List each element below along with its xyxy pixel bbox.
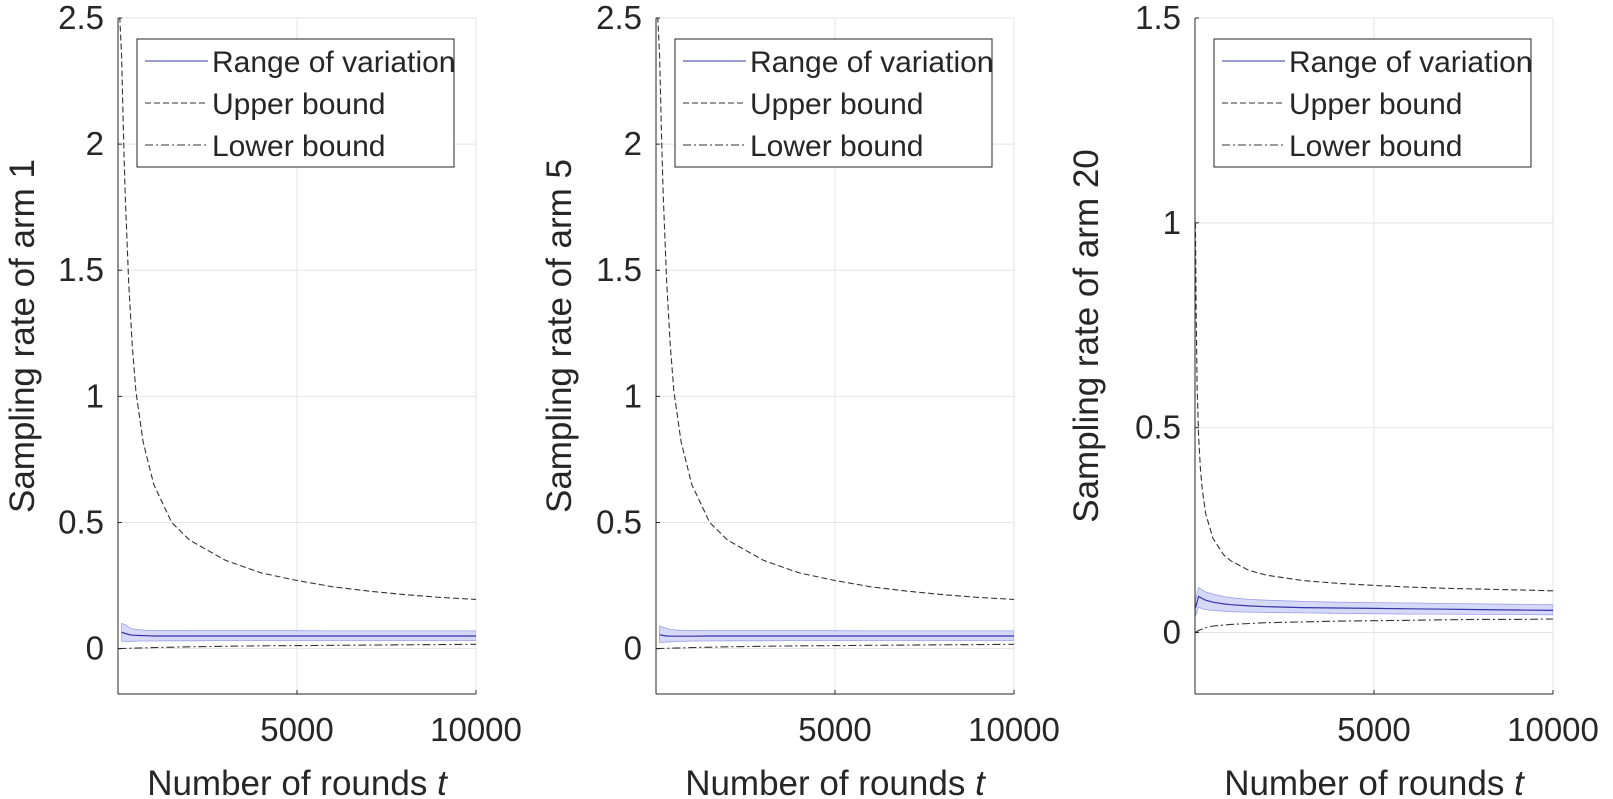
range-band	[121, 622, 476, 642]
y-tick-label: 2	[86, 125, 104, 162]
x-axis-label: Number of rounds t	[685, 764, 986, 799]
y-tick-label: 2.5	[596, 0, 642, 36]
legend-label: Range of variation	[1289, 46, 1533, 79]
y-tick-label: 2	[624, 125, 642, 162]
y-tick-label: 1	[86, 377, 104, 414]
legend-label: Upper bound	[1289, 88, 1462, 121]
series-range-of-variation	[1195, 595, 1553, 611]
y-tick-label: 0.5	[58, 503, 104, 540]
plot-area	[118, 18, 476, 650]
y-tick-label: 0.5	[1135, 409, 1181, 446]
legend-box	[1213, 38, 1532, 168]
series-range-of-variation	[121, 631, 476, 637]
series-range-of-variation	[659, 634, 1014, 637]
chart-panel-2: 0 0.5 1 1.5 2 2.5 5000 10000 Number of rounds t S…	[540, 0, 1060, 799]
y-tick-label: 1.5	[596, 251, 642, 288]
y-tick-label: 0	[1163, 614, 1181, 651]
y-axis-label: Sampling rate of arm 20	[1067, 149, 1106, 523]
legend-label: Lower bound	[750, 130, 923, 163]
legend-label: Upper bound	[750, 88, 923, 121]
x-tick-label: 10000	[1507, 711, 1599, 748]
y-tick-label: 0.5	[596, 503, 642, 540]
plot-area	[656, 18, 1014, 650]
x-tick-label: 5000	[798, 711, 871, 748]
series-lower-bound	[1195, 618, 1553, 633]
legend-label: Lower bound	[212, 130, 385, 163]
series-upper-bound	[1195, 222, 1553, 592]
y-axis-label: Sampling rate of arm 1	[3, 159, 42, 513]
series-lower-bound	[656, 643, 1014, 650]
x-tick-label: 5000	[1337, 711, 1410, 748]
legend: Range of variation Upper bound Lower bound	[136, 38, 456, 168]
legend-label: Lower bound	[1289, 130, 1462, 163]
legend: Range of variation Upper bound Lower bound	[1213, 38, 1533, 168]
range-band	[659, 625, 1014, 643]
y-tick-label: 1	[624, 377, 642, 414]
y-tick-label: 1.5	[1135, 0, 1181, 36]
x-tick-label: 10000	[430, 711, 522, 748]
series-upper-bound	[656, 18, 1014, 600]
y-tick-label: 0	[624, 630, 642, 667]
y-tick-label: 2.5	[58, 0, 104, 36]
series-lower-bound	[118, 643, 476, 650]
legend: Range of variation Upper bound Lower bound	[674, 38, 994, 168]
legend-box	[674, 38, 993, 168]
y-tick-label: 0	[86, 630, 104, 667]
legend-box	[136, 38, 455, 168]
y-axis-label: Sampling rate of arm 5	[540, 159, 579, 513]
x-tick-label: 10000	[968, 711, 1060, 748]
chart-panel-1: 0 0.5 1 1.5 2 2.5 5000 10000 Number of rounds t S…	[3, 0, 522, 799]
chart-panel-3: 0 0.5 1 1.5 5000 10000 Number of rounds t Sampl…	[1067, 0, 1599, 799]
x-tick-label: 5000	[260, 711, 333, 748]
y-tick-label: 1.5	[58, 251, 104, 288]
legend-label: Upper bound	[212, 88, 385, 121]
plot-area	[1195, 222, 1553, 633]
x-axis-label: Number of rounds t	[1224, 764, 1525, 799]
legend-label: Range of variation	[750, 46, 994, 79]
x-axis-label: Number of rounds t	[147, 764, 448, 799]
series-upper-bound	[118, 18, 476, 600]
y-tick-label: 1	[1163, 204, 1181, 241]
legend-label: Range of variation	[212, 46, 456, 79]
